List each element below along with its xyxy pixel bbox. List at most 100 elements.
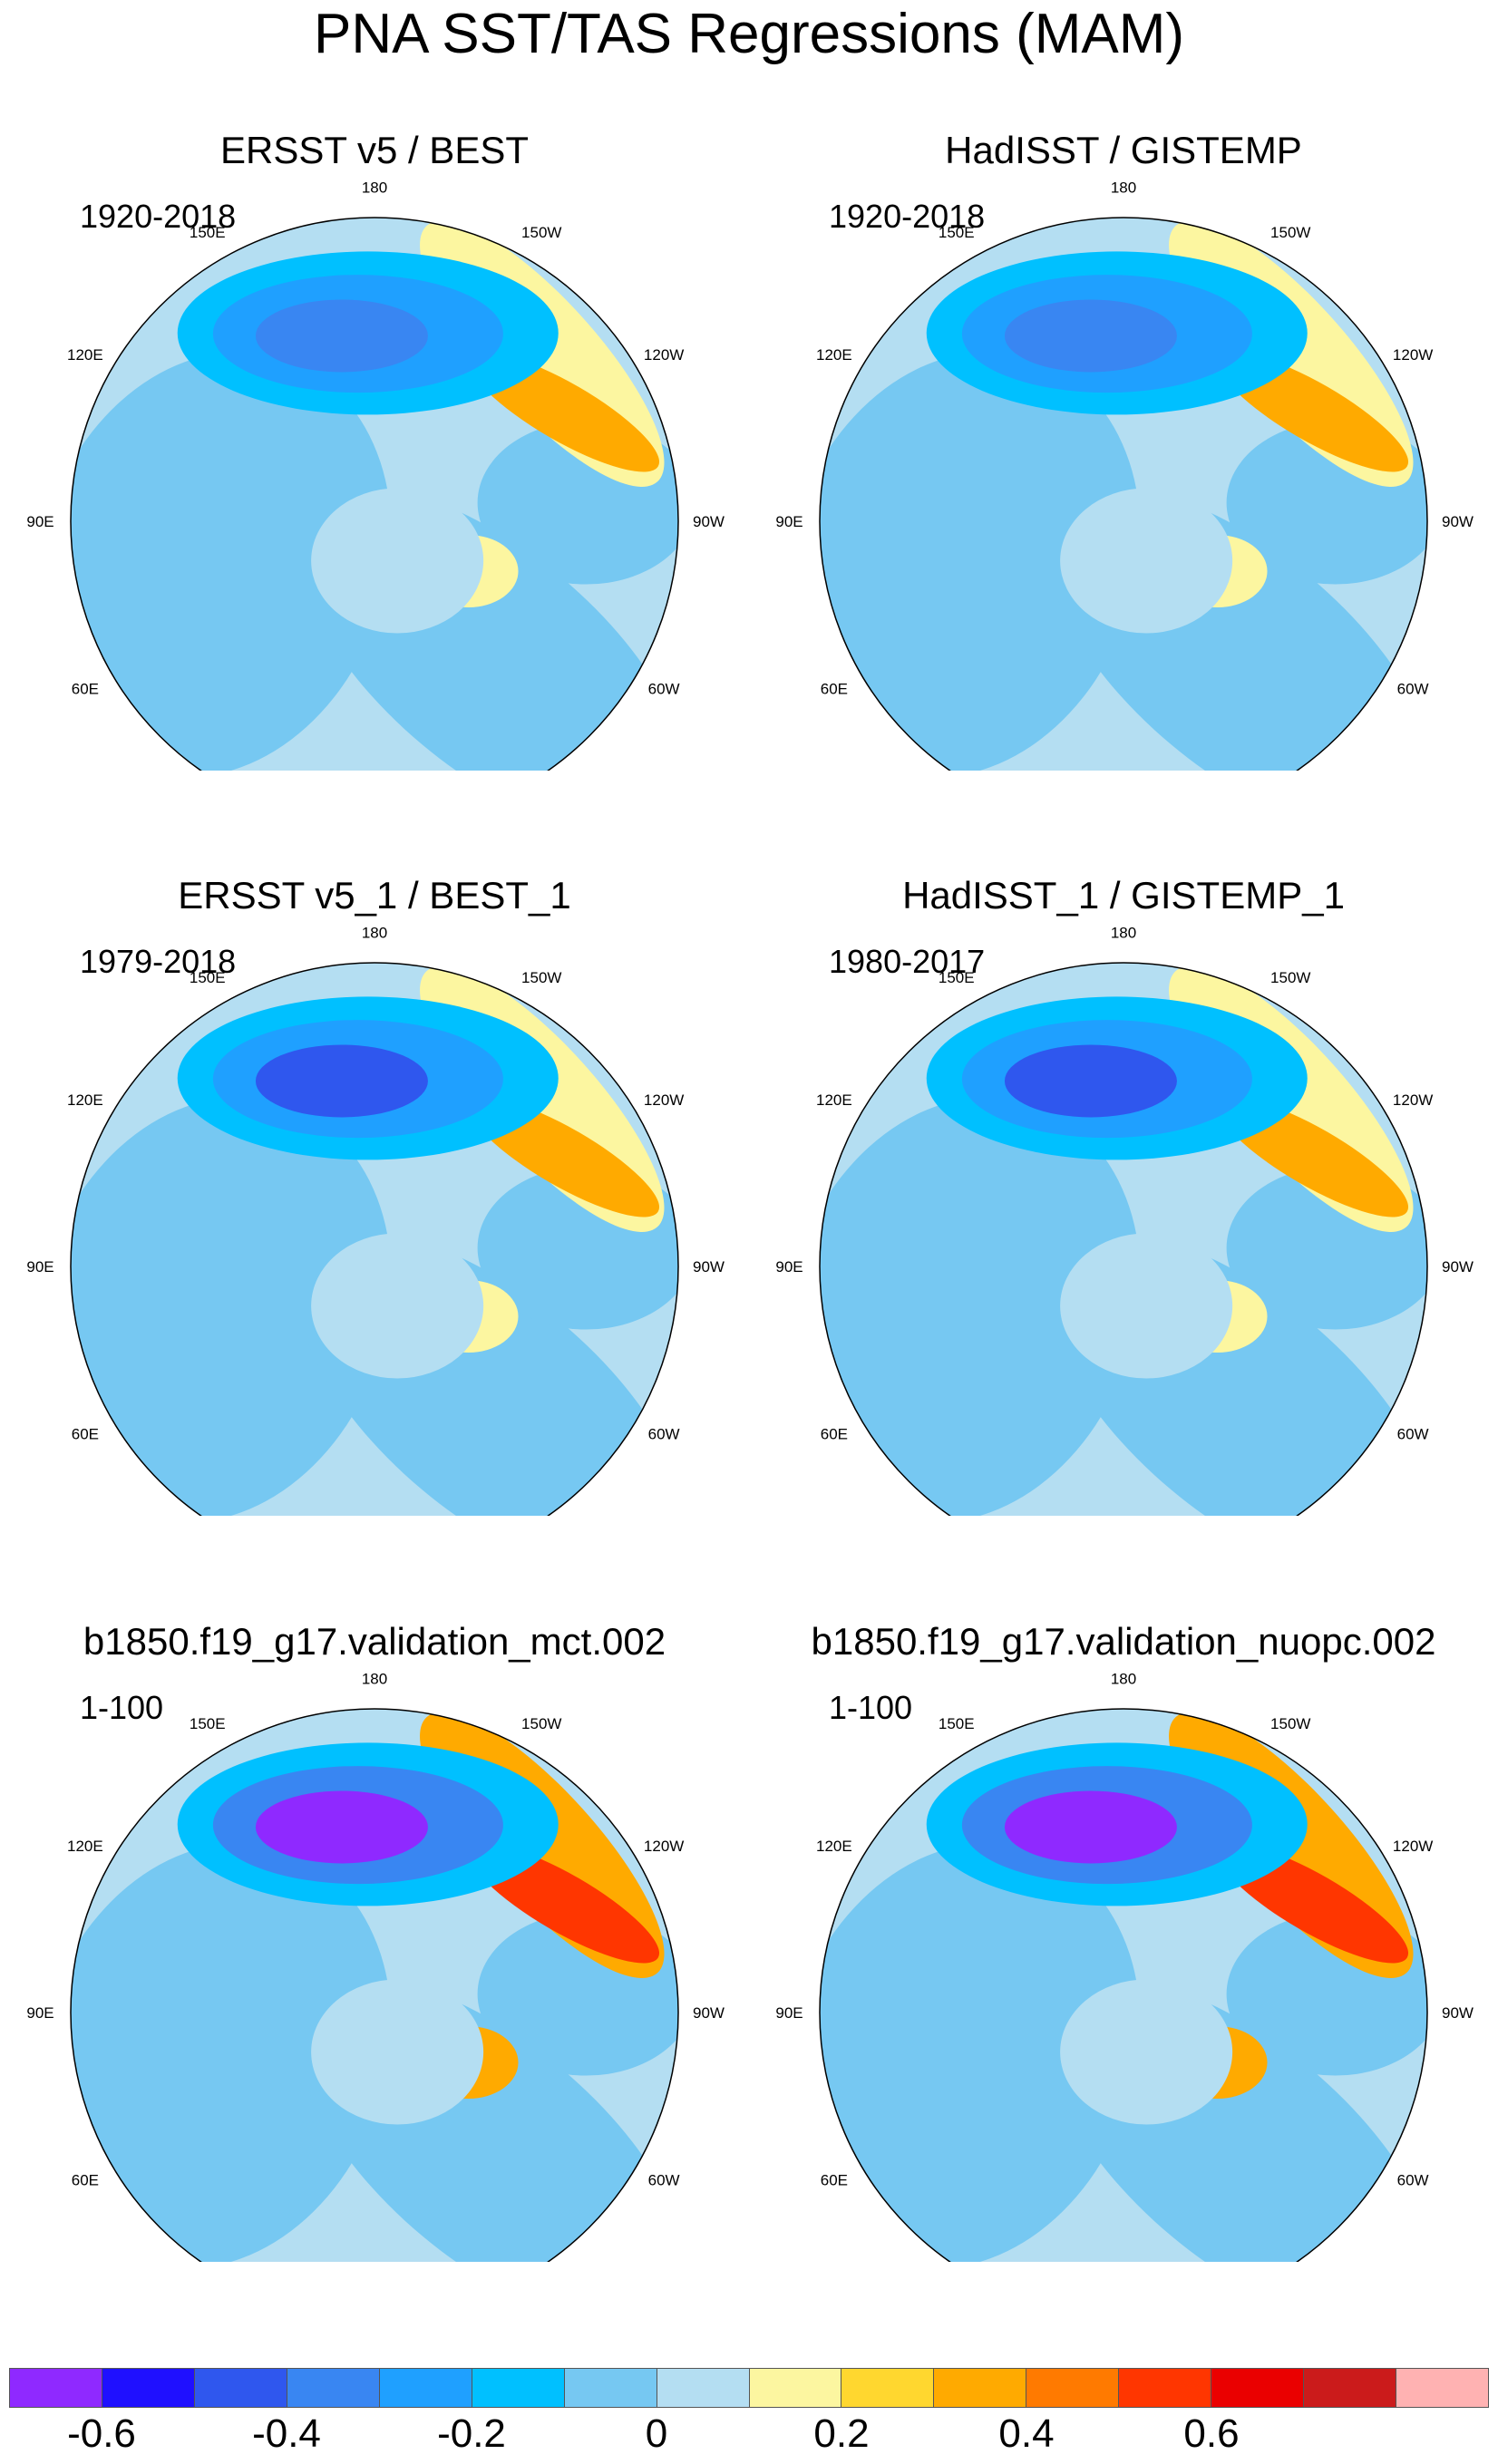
map-boundary (70, 962, 679, 1516)
longitude-label: 120E (816, 346, 852, 364)
map-panel: b1850.f19_g17.validation_nuopc.002 1-100 1… (749, 1518, 1498, 2262)
north-pacific-cold-core (1004, 1790, 1177, 1864)
map-boundary (70, 1708, 679, 2262)
panel-title: ERSST v5_1 / BEST_1 (178, 874, 571, 917)
polar-map: 180150E120E90E60E30E030W60W90W120W150W (26, 179, 725, 771)
longitude-label: 180 (362, 925, 387, 942)
longitude-label: 60E (72, 1425, 99, 1442)
colorbar-box (102, 2369, 195, 2407)
longitude-label: 150W (1270, 224, 1310, 241)
panel-period: 1979-2018 (80, 943, 237, 980)
longitude-label: 120W (1393, 1838, 1433, 1855)
eurasia-cool-region (71, 351, 392, 771)
longitude-label: 60W (1397, 680, 1429, 697)
panel-period: 1980-2017 (829, 943, 986, 980)
longitude-label: 90W (1442, 2004, 1474, 2022)
colorbar-box (1026, 2369, 1120, 2407)
longitude-label: 120W (644, 1838, 684, 1855)
longitude-label: 180 (1111, 179, 1136, 197)
colorbar-box (1119, 2369, 1212, 2407)
longitude-label: 60W (648, 2171, 680, 2188)
longitude-label: 90E (26, 513, 54, 530)
map-boundary (819, 962, 1428, 1516)
colorbar-box (472, 2369, 565, 2407)
longitude-label: 180 (362, 179, 387, 197)
longitude-label: 90W (693, 513, 725, 530)
colorbar-tick-label: 0 (645, 2411, 668, 2456)
longitude-label: 180 (362, 1671, 387, 1688)
colorbar-box (749, 2369, 842, 2407)
longitude-label: 90W (693, 2004, 725, 2022)
polar-map: 180150E120E90E60E30E030W60W90W120W150W (26, 925, 725, 1516)
longitude-label: 150W (521, 969, 561, 986)
panel-title: ERSST v5 / BEST (220, 129, 529, 171)
longitude-label: 150W (521, 224, 561, 241)
map-panel: HadISST / GISTEMP 1920-2018 180 150E 120E 90E… (749, 27, 1498, 771)
longitude-label: 120W (1393, 346, 1433, 364)
panel-title: HadISST / GISTEMP (945, 129, 1302, 171)
longitude-label: 90W (1442, 1258, 1474, 1276)
longitude-label: 60E (821, 1425, 848, 1442)
figure-title: PNA SST/TAS Regressions (MAM) (313, 3, 1185, 65)
eurasia-cool-region (71, 1096, 392, 1516)
colorbar-box (1396, 2369, 1488, 2407)
longitude-label: 120E (67, 346, 103, 364)
longitude-label: 150E (939, 1715, 975, 1732)
longitude-label: 150E (190, 969, 226, 986)
map-panel: HadISST_1 / GISTEMP_1 1980-2017 180 150E 120… (749, 772, 1498, 1516)
arctic-warm-region (311, 1979, 484, 2125)
map-boundary (819, 217, 1428, 771)
polar-map: 180150E120E90E60E30E030W60W90W120W150W (26, 1671, 725, 2262)
panel-period: 1920-2018 (829, 198, 986, 235)
longitude-label: 60E (72, 680, 99, 697)
north-pacific-cold-core (1004, 1044, 1177, 1118)
colorbar-box (1211, 2369, 1305, 2407)
panel-title: HadISST_1 / GISTEMP_1 (902, 874, 1345, 917)
north-pacific-cold-core (255, 1044, 428, 1118)
panel-period: 1920-2018 (80, 198, 237, 235)
longitude-label: 90E (26, 2004, 54, 2022)
colorbar-box (194, 2369, 287, 2407)
longitude-label: 90W (1442, 513, 1474, 530)
arctic-warm-region (311, 1233, 484, 1379)
colorbar-box (841, 2369, 935, 2407)
polar-map: 180150E120E90E60E30E030W60W90W120W150W (775, 1671, 1474, 2262)
longitude-label: 60E (821, 680, 848, 697)
colorbar-box (657, 2369, 750, 2407)
longitude-label: 120W (644, 346, 684, 364)
longitude-label: 90E (775, 513, 802, 530)
colorbar-tick-label: 0.4 (998, 2411, 1055, 2456)
north-pacific-cold-core (255, 299, 428, 373)
panel-title: b1850.f19_g17.validation_mct.002 (83, 1620, 666, 1663)
colorbar-tick-label: 0.6 (1183, 2411, 1240, 2456)
colorbar-box (1304, 2369, 1397, 2407)
panel-period: 1-100 (80, 1689, 164, 1726)
map-panel: b1850.f19_g17.validation_mct.002 1-100 180… (0, 1518, 749, 2262)
longitude-label: 60W (1397, 2171, 1429, 2188)
longitude-label: 120W (1393, 1091, 1433, 1109)
longitude-label: 120E (816, 1091, 852, 1109)
north-pacific-cold-core (255, 1790, 428, 1864)
arctic-warm-region (311, 488, 484, 634)
polar-map: 180150E120E90E60E30E030W60W90W120W150W (775, 179, 1474, 771)
polar-map: 180150E120E90E60E30E030W60W90W120W150W (775, 925, 1474, 1516)
arctic-warm-region (1060, 1233, 1233, 1379)
longitude-label: 90E (775, 2004, 802, 2022)
colorbar-box (287, 2369, 380, 2407)
longitude-label: 90E (775, 1258, 802, 1276)
panel-period: 1-100 (829, 1689, 913, 1726)
colorbar-tick-label: -0.2 (437, 2411, 506, 2456)
panel-title: b1850.f19_g17.validation_nuopc.002 (811, 1620, 1436, 1663)
arctic-warm-region (1060, 488, 1233, 634)
longitude-label: 150E (190, 224, 226, 241)
longitude-label: 90W (693, 1258, 725, 1276)
eurasia-cool-region (820, 351, 1141, 771)
longitude-label: 60W (648, 1425, 680, 1442)
longitude-label: 60E (72, 2171, 99, 2188)
map-boundary (70, 217, 679, 771)
longitude-label: 120W (644, 1091, 684, 1109)
longitude-label: 180 (1111, 925, 1136, 942)
map-panel: ERSST v5_1 / BEST_1 1979-2018 180 150E 120E 9… (0, 772, 749, 1516)
map-boundary (819, 1708, 1428, 2262)
longitude-label: 60E (821, 2171, 848, 2188)
